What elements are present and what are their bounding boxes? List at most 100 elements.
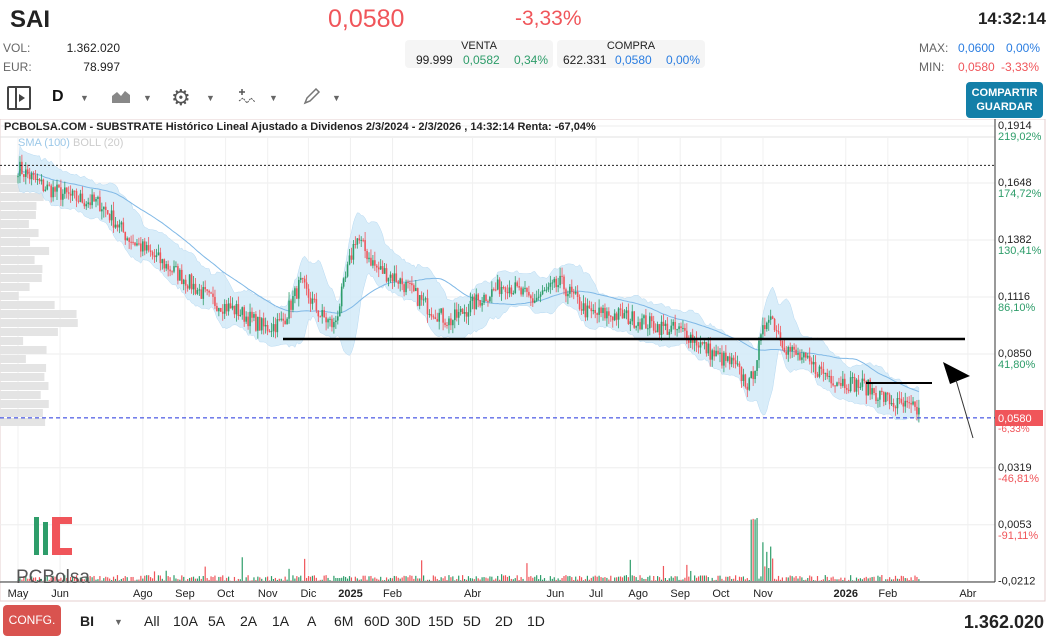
candle-body	[264, 324, 267, 327]
volume-bar	[512, 579, 514, 581]
panel-toggle-icon[interactable]	[7, 86, 31, 110]
candle-body	[582, 303, 585, 311]
candle-body	[403, 284, 405, 293]
boll-legend[interactable]: BOLL (20)	[73, 137, 124, 149]
range-15d[interactable]: 15D	[428, 613, 454, 629]
mode-select[interactable]: BI	[80, 613, 94, 629]
x-tick-label: Abr	[464, 588, 481, 600]
volume-bar	[727, 576, 729, 581]
range-2d[interactable]: 2D	[495, 613, 513, 629]
volume-bar	[428, 579, 431, 581]
min-pct: -3,33%	[1001, 60, 1040, 74]
volume-bar	[72, 577, 74, 581]
indicator-icon[interactable]	[238, 88, 258, 111]
volume-bar	[865, 576, 867, 581]
period-select[interactable]: D	[52, 88, 64, 105]
candle-body	[346, 264, 349, 277]
candle-body	[532, 298, 534, 303]
candle-body	[822, 368, 825, 374]
volume-bar	[871, 577, 873, 581]
candle-body	[730, 357, 733, 365]
candle-body	[619, 308, 622, 310]
range-all[interactable]: All	[144, 613, 160, 629]
candle-body	[766, 322, 768, 330]
volume-bar	[95, 579, 97, 581]
range-1d[interactable]: 1D	[527, 613, 545, 629]
x-tick-label: Jun	[51, 588, 69, 600]
candle-body	[820, 366, 823, 369]
volume-bar	[395, 576, 397, 581]
range-10a[interactable]: 10A	[173, 613, 198, 629]
indicator-caret-icon[interactable]: ▼	[269, 93, 278, 103]
volume-bar	[699, 575, 702, 581]
y-tick-price: 0,0319	[998, 462, 1032, 474]
candle-body	[229, 303, 232, 309]
volume-bar	[226, 577, 228, 581]
volume-bar	[187, 579, 189, 581]
candle-body	[777, 330, 780, 333]
range-1a[interactable]: 1A	[272, 613, 290, 629]
range-5a[interactable]: 5A	[208, 613, 226, 629]
volume-bar	[553, 577, 555, 581]
gear-icon[interactable]: ⚙	[171, 85, 191, 110]
volume-bar	[672, 577, 674, 581]
volume-bar	[407, 577, 409, 581]
profile-bar	[0, 274, 42, 282]
candle-body	[335, 320, 337, 323]
range-6m[interactable]: 6M	[334, 613, 354, 629]
volume-bar	[380, 576, 382, 581]
last-pct-marker-label: -6,33%	[998, 424, 1030, 435]
volume-bar	[473, 579, 475, 581]
profile-bar	[0, 373, 45, 381]
volume-bar	[50, 577, 52, 581]
chart-type-caret-icon[interactable]: ▼	[143, 93, 152, 103]
config-button[interactable]: CONFG.	[3, 605, 61, 636]
range-30d[interactable]: 30D	[395, 613, 421, 629]
candle-body	[142, 241, 144, 252]
sma-legend[interactable]: SMA (100)	[18, 137, 70, 149]
max-pct: 0,00%	[1006, 41, 1041, 55]
candle-body	[654, 330, 657, 333]
volume-bar	[889, 577, 891, 581]
volume-bar	[779, 579, 782, 581]
volume-bar	[423, 575, 425, 581]
range-60d[interactable]: 60D	[364, 613, 390, 629]
candle-body	[391, 274, 394, 282]
draw-caret-icon[interactable]: ▼	[332, 93, 341, 103]
candle-body	[539, 294, 542, 297]
candle-body	[73, 190, 76, 192]
share-save-button[interactable]: COMPARTIR GUARDAR	[966, 82, 1043, 118]
candle-body	[668, 331, 671, 335]
candle-body	[418, 295, 421, 306]
candle-body	[40, 179, 43, 182]
area-chart-icon[interactable]	[111, 88, 131, 109]
arrow-shaft	[955, 379, 974, 439]
volume-bar	[768, 568, 770, 581]
candle-body	[284, 320, 286, 325]
draw-pencil-icon[interactable]	[302, 87, 322, 111]
candle-body	[163, 259, 166, 269]
period-caret-icon[interactable]: ▼	[80, 93, 89, 103]
volume-bar	[770, 546, 772, 581]
candle-body	[551, 282, 554, 284]
range-2a[interactable]: 2A	[240, 613, 258, 629]
candle-body	[771, 316, 774, 319]
range-a[interactable]: A	[307, 613, 317, 629]
settings-caret-icon[interactable]: ▼	[206, 93, 215, 103]
volume-bar	[300, 575, 302, 581]
candle-body	[216, 305, 218, 312]
volume-bar	[680, 579, 682, 581]
volume-bar	[25, 576, 27, 581]
volume-bar	[902, 576, 904, 581]
candle-body	[307, 288, 310, 298]
volume-bar	[674, 576, 676, 581]
candle-body	[95, 198, 97, 202]
volume-bar	[538, 579, 540, 581]
mode-caret-icon[interactable]: ▼	[114, 617, 123, 627]
range-5d[interactable]: 5D	[463, 613, 481, 629]
volume-bar	[257, 576, 259, 581]
candle-body	[446, 325, 448, 327]
volume-bar	[504, 575, 507, 581]
candle-body	[789, 346, 791, 352]
